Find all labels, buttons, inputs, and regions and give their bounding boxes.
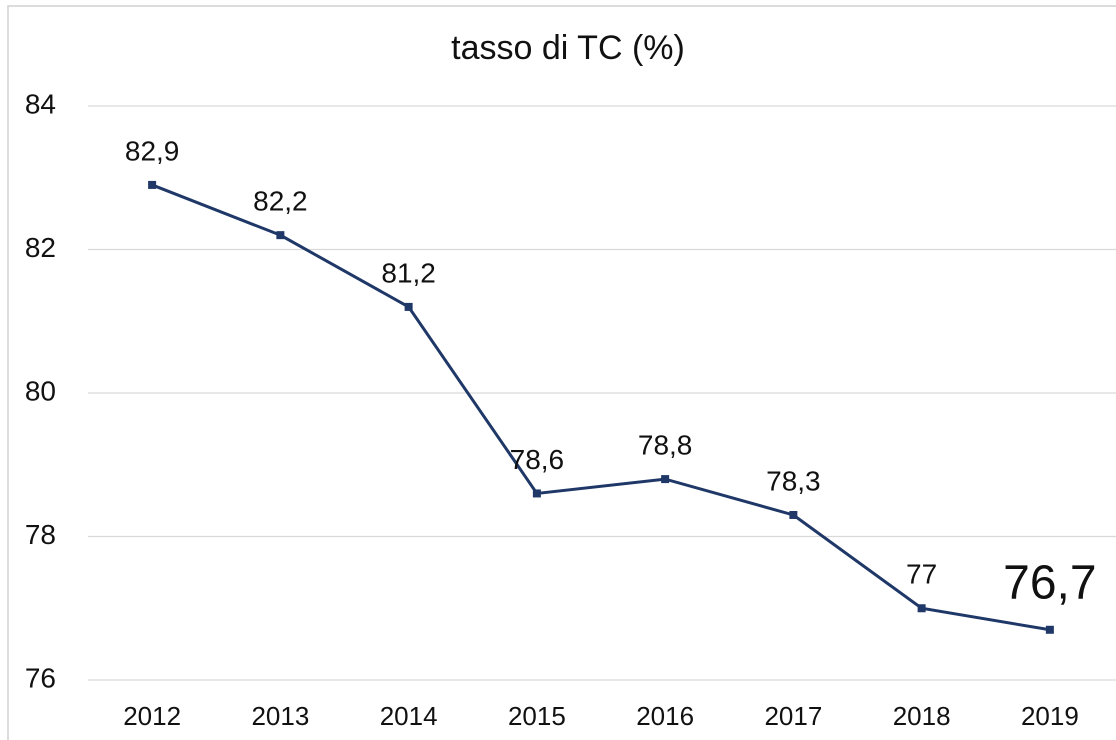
marker [148, 180, 157, 189]
y-tick-label: 84 [25, 88, 56, 119]
marker [661, 475, 670, 484]
marker [404, 302, 413, 311]
chart-title: tasso di TC (%) [451, 29, 685, 67]
x-tick-label: 2015 [508, 701, 566, 731]
x-tick-label: 2019 [1021, 701, 1079, 731]
y-tick-label: 82 [25, 232, 56, 263]
data-label: 82,9 [125, 135, 180, 166]
x-tick-label: 2018 [893, 701, 951, 731]
marker [1045, 625, 1054, 634]
data-label: 78,3 [766, 465, 821, 496]
x-tick-label: 2017 [764, 701, 822, 731]
x-tick-label: 2014 [380, 701, 438, 731]
data-label: 76,7 [1003, 556, 1096, 609]
data-label: 81,2 [381, 257, 436, 288]
data-label: 77 [906, 559, 937, 590]
x-tick-label: 2012 [123, 701, 181, 731]
marker [532, 489, 541, 498]
x-tick-label: 2013 [251, 701, 309, 731]
marker [917, 604, 926, 613]
chart-frame [7, 5, 1116, 740]
data-label: 78,6 [510, 444, 565, 475]
data-label: 78,8 [638, 429, 693, 460]
data-label: 82,2 [253, 186, 308, 217]
y-tick-label: 78 [25, 519, 56, 550]
marker [276, 231, 285, 240]
line [151, 183, 1051, 632]
y-tick-label: 80 [25, 375, 56, 406]
marker [789, 510, 798, 519]
x-tick-label: 2016 [636, 701, 694, 731]
y-tick-label: 76 [25, 662, 56, 693]
